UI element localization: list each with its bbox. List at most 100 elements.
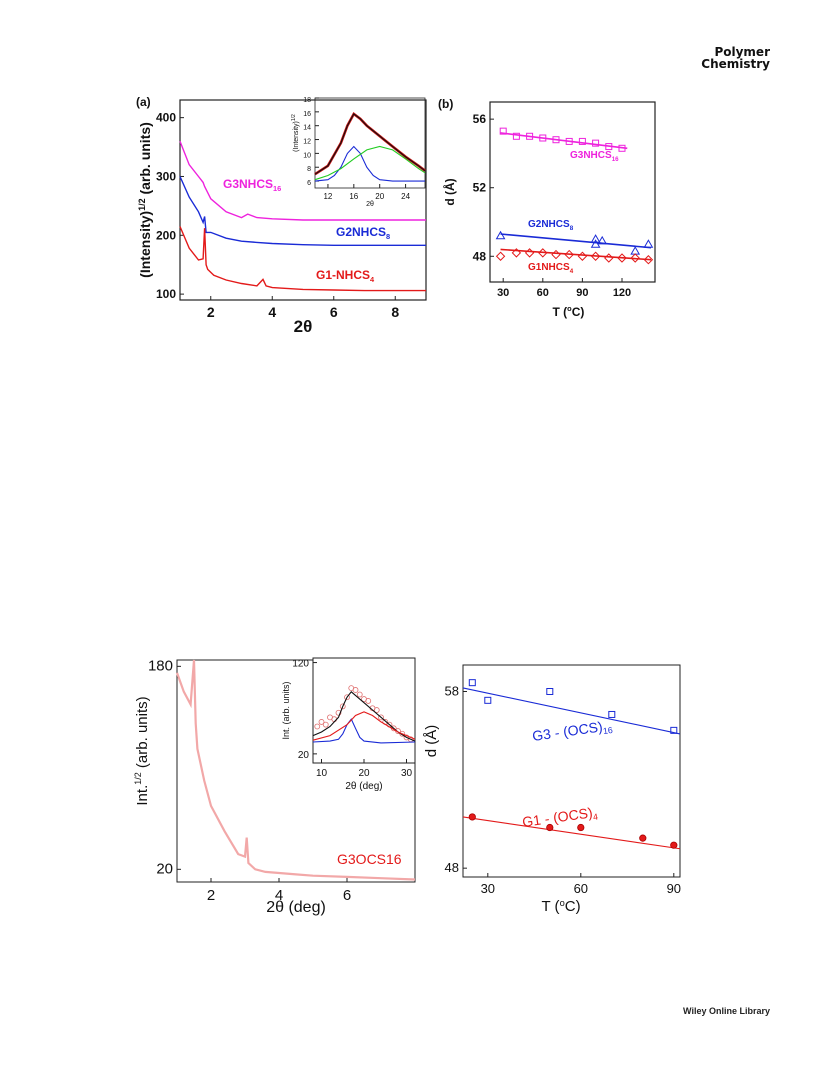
b-point-1-0 bbox=[495, 230, 506, 240]
c-inset-point-9 bbox=[352, 687, 359, 693]
b-point-1-4 bbox=[630, 246, 641, 255]
b-point-1-1 bbox=[590, 234, 601, 243]
c-y-tick-label-1: 180 bbox=[148, 657, 173, 674]
c-inset-point-5 bbox=[335, 709, 342, 716]
a-axes-frame bbox=[179, 99, 427, 301]
a-inset-series-line-0 bbox=[314, 111, 426, 176]
c-inset-point-7 bbox=[344, 694, 350, 701]
b-point-2-7 bbox=[590, 251, 601, 261]
b-x-tick-label-3: 120 bbox=[613, 287, 631, 299]
a-panel-label: (a) bbox=[136, 95, 151, 109]
journal-name-line2: Chemistry bbox=[701, 57, 770, 71]
b-point-0-2 bbox=[526, 132, 534, 140]
c-y-axis-label: Int.1/2 (arb. units) bbox=[133, 696, 151, 805]
d-point-0-4 bbox=[670, 726, 678, 734]
c-inset-point-15 bbox=[378, 714, 384, 721]
a-inset-y-tick-label-5: 16 bbox=[303, 111, 311, 118]
journal-name-line1: Polymer bbox=[714, 45, 770, 59]
a-series-label-1: G2NHCS8 bbox=[336, 225, 390, 241]
c-series-label: G3OCS16 bbox=[337, 851, 402, 867]
a-x-tick-label-3: 8 bbox=[391, 304, 399, 320]
c-x-axis-label: 2θ (deg) bbox=[266, 899, 326, 916]
a-inset-axes-frame bbox=[314, 97, 426, 189]
c-inset-background bbox=[313, 658, 415, 763]
b-point-2-10 bbox=[630, 253, 640, 263]
a-inset-y-axis-label: (Intensity)1/2 bbox=[291, 114, 300, 152]
b-point-2-11 bbox=[643, 255, 654, 265]
a-x-tick-label-2: 6 bbox=[330, 304, 338, 320]
b-x-tick-label-0: 30 bbox=[497, 287, 509, 299]
a-series-line-2 bbox=[179, 226, 426, 292]
c-inset-y-axis-label: Int. (arb. units) bbox=[281, 681, 291, 739]
b-point-2-2 bbox=[524, 248, 535, 258]
a-x-tick-label-0: 2 bbox=[207, 304, 215, 320]
a-y-tick-label-2: 300 bbox=[156, 169, 176, 183]
d-point-0-0 bbox=[468, 679, 476, 687]
d-x-axis-label: T (oC) bbox=[542, 898, 581, 915]
d-point-0-1 bbox=[484, 696, 492, 704]
d-point-1-3 bbox=[639, 834, 647, 842]
b-point-2-1 bbox=[511, 248, 522, 258]
c-inset-y-tick-label-0: 20 bbox=[298, 750, 310, 761]
b-x-tick-label-2: 90 bbox=[576, 287, 588, 299]
c-inset-point-0 bbox=[314, 723, 321, 730]
publisher-footer: Wiley Online Library bbox=[683, 1006, 770, 1016]
b-point-1-2 bbox=[590, 239, 601, 248]
c-inset-point-1 bbox=[318, 719, 325, 725]
a-y-tick-label-0: 100 bbox=[156, 287, 176, 301]
d-series-label-1: G1 - (OCS)4 bbox=[521, 804, 599, 832]
a-series-line-0 bbox=[179, 140, 426, 221]
b-point-2-4 bbox=[551, 249, 561, 260]
b-fit-line-1 bbox=[500, 233, 652, 249]
a-inset-series-line-3 bbox=[314, 145, 426, 181]
b-point-2-5 bbox=[564, 249, 574, 260]
b-y-tick-label-0: 48 bbox=[473, 249, 487, 263]
d-fit-line-0 bbox=[462, 687, 681, 735]
b-y-axis-label: d (Å) bbox=[442, 178, 457, 205]
b-point-1-3 bbox=[597, 235, 608, 245]
chart-a: (a)2 4 6 8100200300400G3NHCS16G2NHCS8G1-NHC… bbox=[136, 95, 427, 336]
a-inset-y-tick-label-4: 14 bbox=[303, 125, 311, 132]
b-x-tick-label-1: 60 bbox=[537, 287, 549, 299]
a-inset-x-tick-label-1: 16 bbox=[349, 192, 358, 201]
a-inset-y-tick-label-3: 12 bbox=[303, 139, 311, 146]
c-inset-x-tick-label-2: 30 bbox=[401, 768, 413, 779]
d-y-tick-label-1: 58 bbox=[445, 684, 459, 699]
a-inset-y-tick-label-2: 10 bbox=[303, 152, 311, 159]
b-point-2-0 bbox=[495, 251, 506, 261]
b-point-2-6 bbox=[577, 251, 588, 261]
b-point-0-4 bbox=[552, 136, 560, 144]
c-x-tick-label-0: 2 bbox=[207, 887, 215, 904]
c-inset-point-12 bbox=[365, 698, 372, 704]
b-point-2-3 bbox=[538, 248, 548, 258]
a-x-tick-label-1: 4 bbox=[268, 304, 276, 320]
c-axes-frame bbox=[176, 659, 416, 883]
c-inset-series-line-1 bbox=[312, 691, 416, 742]
b-point-0-6 bbox=[578, 137, 586, 145]
b-point-2-9 bbox=[617, 253, 627, 263]
d-point-0-3 bbox=[608, 710, 616, 718]
chart-b: (b) 30 60 90 120 48 52 56 G3NHCS16 G2NHCS8 G1NHCS4… bbox=[438, 97, 656, 319]
a-inset-x-tick-label-2: 20 bbox=[375, 192, 384, 201]
a-series-label-2: G1-NHCS4 bbox=[316, 268, 375, 284]
b-x-axis-label: T (oC) bbox=[553, 304, 585, 319]
c-inset-point-14 bbox=[373, 707, 380, 713]
c-x-tick-label-1: 4 bbox=[275, 887, 283, 904]
c-inset-point-6 bbox=[339, 703, 346, 710]
b-series-label-1: G2NHCS8 bbox=[528, 219, 574, 232]
d-x-tick-label-1: 60 bbox=[574, 881, 588, 896]
c-inset-x-tick-label-1: 20 bbox=[358, 768, 370, 779]
a-series-label-0: G3NHCS16 bbox=[223, 177, 281, 193]
c-x-tick-label-2: 6 bbox=[343, 887, 351, 904]
b-point-0-0 bbox=[499, 127, 507, 135]
b-y-tick-label-2: 56 bbox=[473, 112, 487, 126]
d-point-1-4 bbox=[670, 841, 678, 849]
b-panel-label: (b) bbox=[438, 97, 453, 111]
d-x-tick-label-2: 90 bbox=[667, 881, 681, 896]
a-y-axis-label: (Intensity)1/2 (arb. units) bbox=[137, 122, 153, 278]
d-series-label-0: G3 - (OCS)16 bbox=[531, 717, 613, 746]
b-series-label-0: G3NHCS16 bbox=[570, 150, 619, 163]
b-point-0-3 bbox=[539, 134, 547, 142]
c-y-tick-label-0: 20 bbox=[156, 860, 173, 877]
b-axes-frame bbox=[489, 101, 656, 283]
